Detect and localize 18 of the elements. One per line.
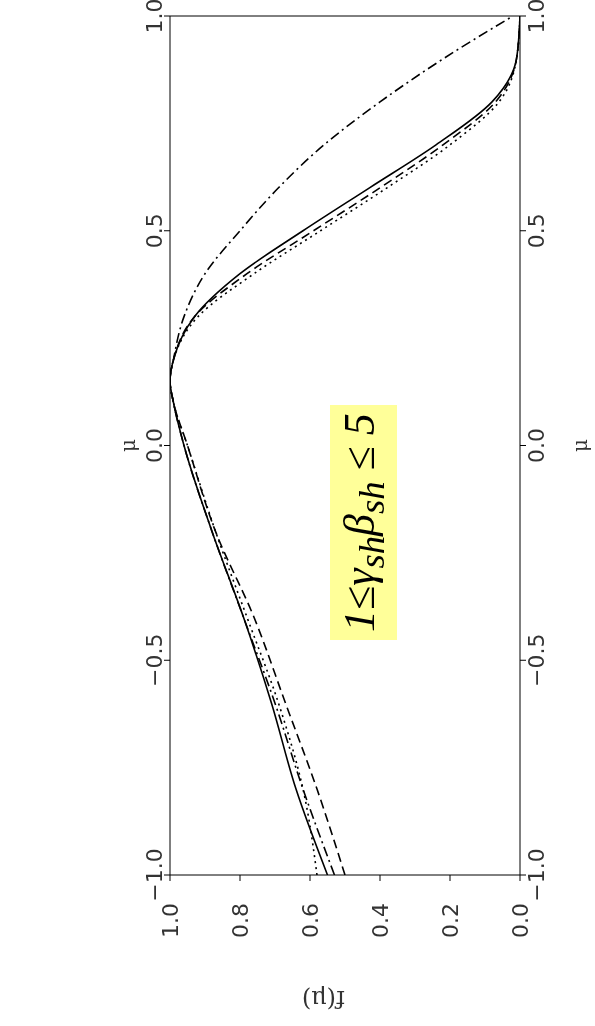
x-axis-title: f(μ) <box>301 985 345 1014</box>
y-tick-label: −0.5 <box>142 633 167 687</box>
y-tick-label: 0.5 <box>142 213 167 249</box>
x-tick-label: 0.4 <box>367 903 393 938</box>
y2-tick-label: −1.0 <box>523 848 549 902</box>
x-tick-label: 0.8 <box>227 903 253 938</box>
y-tick-label: 1.0 <box>142 0 167 34</box>
y-axis-title: μ <box>116 439 140 452</box>
x-tick-label: 0.2 <box>437 903 463 938</box>
y-tick-label: −1.0 <box>142 848 167 902</box>
y2-tick-label: −0.5 <box>523 633 549 687</box>
x-tick-label: 0.6 <box>297 903 323 938</box>
y2-axis-title: μ <box>568 439 592 452</box>
y2-tick-label: 1.0 <box>523 0 549 34</box>
y2-tick-label: 0.0 <box>523 428 549 463</box>
x-tick-label: 0.0 <box>507 903 533 938</box>
y-tick-label: 0.0 <box>142 428 167 463</box>
y2-tick-label: 0.5 <box>523 213 549 249</box>
